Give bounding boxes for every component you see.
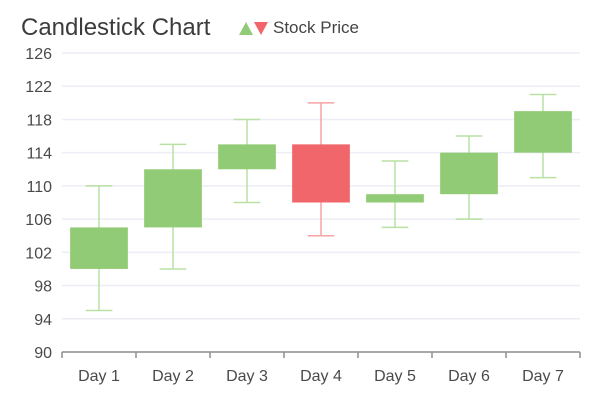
candle-body[interactable] — [70, 227, 128, 269]
y-tick-label: 94 — [34, 312, 52, 329]
candle-body[interactable] — [218, 144, 276, 169]
candle-body[interactable] — [366, 194, 424, 202]
y-tick-label: 122 — [25, 79, 52, 96]
y-tick-label: 126 — [25, 46, 52, 63]
candle-body[interactable] — [144, 169, 202, 227]
y-tick-label: 98 — [34, 279, 52, 296]
y-tick-label: 102 — [25, 245, 52, 262]
x-tick-label: Day 4 — [300, 368, 342, 385]
x-tick-label: Day 6 — [448, 368, 490, 385]
x-tick-label: Day 5 — [374, 368, 416, 385]
x-tick-label: Day 2 — [152, 368, 194, 385]
candle-body[interactable] — [292, 144, 350, 202]
x-tick-label: Day 7 — [522, 368, 564, 385]
candle-body[interactable] — [514, 111, 572, 153]
y-tick-label: 90 — [34, 345, 52, 362]
candle-body[interactable] — [440, 153, 498, 195]
x-tick-label: Day 3 — [226, 368, 268, 385]
y-tick-label: 110 — [26, 179, 52, 196]
y-tick-label: 106 — [25, 212, 52, 229]
y-tick-label: 118 — [26, 112, 52, 129]
y-tick-label: 114 — [26, 146, 52, 163]
x-tick-label: Day 1 — [78, 368, 120, 385]
